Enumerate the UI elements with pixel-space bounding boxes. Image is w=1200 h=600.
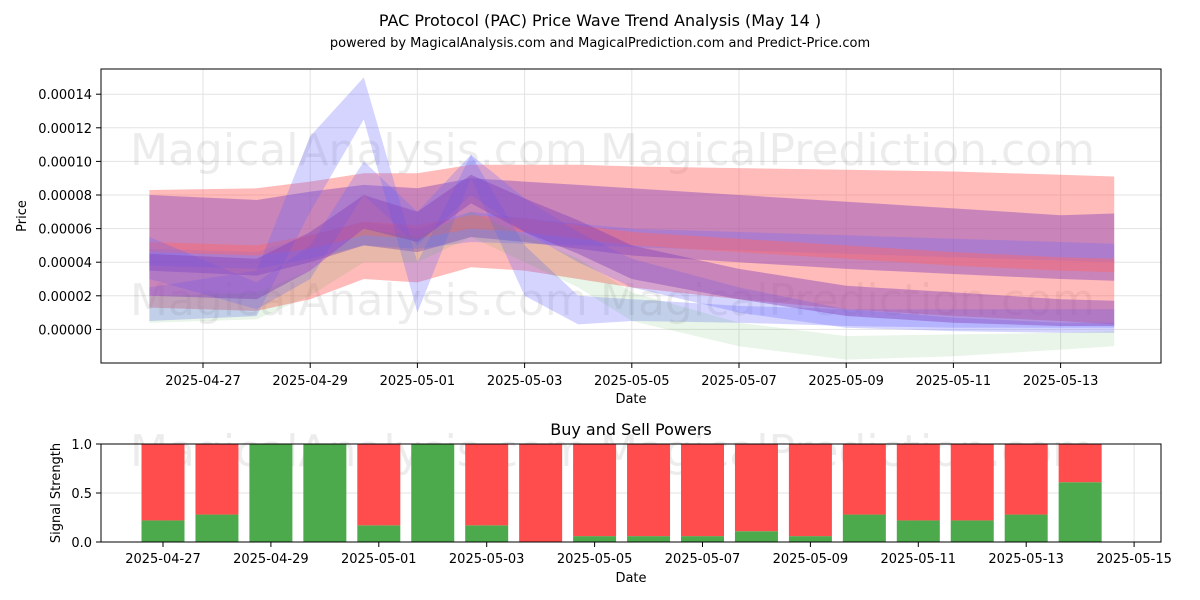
price-x-tick-label: 2025-05-11	[916, 374, 992, 389]
watermark-analysis-2: MagicalAnalysis.com	[130, 275, 588, 326]
price-plot-frame	[100, 68, 1162, 364]
sell-bar	[357, 444, 401, 526]
price-bands	[149, 77, 1115, 360]
price-band-blue-4	[149, 154, 1115, 333]
price-y-axis-label: Price	[15, 200, 30, 232]
buy-bar	[195, 514, 239, 542]
watermark-prediction-2: MagicalPrediction.com	[600, 275, 1095, 326]
price-band-purple-7	[149, 174, 1115, 326]
buy-bar	[627, 536, 671, 542]
price-band-green-6	[149, 211, 1115, 360]
buy-sell-x-tick-label: 2025-04-29	[233, 552, 309, 567]
price-band-purple-1	[149, 178, 1115, 281]
price-band-blue-2	[149, 211, 1115, 269]
sell-bar	[950, 444, 994, 521]
buy-bar	[950, 520, 994, 542]
price-x-tick-label: 2025-04-29	[272, 374, 348, 389]
sell-bar	[141, 444, 185, 521]
sell-bar	[1058, 444, 1102, 483]
price-x-ticks: 2025-04-27 2025-04-29 2025-05-01 2025-05-03…	[165, 363, 1098, 389]
price-x-tick-label: 2025-05-03	[487, 374, 563, 389]
buy-sell-x-tick-label: 2025-05-13	[988, 552, 1064, 567]
price-y-tick-label: 0.00000	[38, 323, 92, 338]
sell-bar	[627, 444, 671, 537]
sell-bar	[842, 444, 886, 515]
buy-bar	[465, 525, 509, 542]
buy-sell-x-tick-label: 2025-05-15	[1096, 552, 1172, 567]
price-y-tick-label: 0.00008	[38, 189, 92, 204]
buy-sell-x-tick-label: 2025-05-01	[341, 552, 417, 567]
price-x-tick-label: 2025-05-01	[380, 374, 456, 389]
buy-bar	[681, 536, 724, 542]
buy-bar	[249, 444, 293, 542]
buy-bar	[1058, 482, 1102, 542]
buy-sell-x-tick-label: 2025-05-03	[449, 552, 525, 567]
buy-sell-title: Buy and Sell Powers	[550, 420, 712, 439]
buy-sell-x-tick-label: 2025-04-27	[125, 552, 201, 567]
buy-sell-x-tick-label: 2025-05-11	[881, 552, 957, 567]
buy-sell-y-tick-label: 0.0	[71, 536, 92, 551]
price-band-red-3	[149, 215, 1115, 273]
price-wave-plot: MagicalAnalysis.com MagicalPrediction.co…	[15, 68, 1162, 407]
price-x-axis-label: Date	[615, 392, 646, 407]
price-x-tick-label: 2025-04-27	[165, 374, 241, 389]
buy-bar	[573, 536, 617, 542]
price-x-tick-label: 2025-05-07	[701, 374, 777, 389]
watermark-prediction-1: MagicalPrediction.com	[600, 125, 1095, 176]
buy-bar	[896, 520, 940, 542]
buy-sell-y-tick-label: 0.5	[71, 487, 92, 502]
price-y-tick-label: 0.00004	[38, 256, 92, 271]
watermark-analysis-1: MagicalAnalysis.com	[130, 125, 588, 176]
buy-sell-bars	[141, 444, 1102, 542]
buy-sell-x-axis-label: Date	[615, 571, 646, 586]
buy-sell-x-tick-label: 2025-05-05	[557, 552, 633, 567]
buy-bar	[357, 525, 401, 542]
sell-bar	[896, 444, 940, 521]
buy-bar	[141, 520, 185, 542]
buy-sell-y-ticks: 0.0 0.5 1.0	[71, 438, 101, 551]
price-band-blue-5	[149, 77, 1115, 328]
sell-bar	[788, 444, 832, 537]
sell-bar	[1004, 444, 1048, 515]
sell-bar	[573, 444, 617, 537]
sell-bar	[734, 444, 778, 532]
buy-sell-x-tick-label: 2025-05-07	[665, 552, 741, 567]
buy-bar	[788, 536, 832, 542]
buy-sell-y-axis-label: Signal Strength	[49, 443, 64, 543]
price-y-tick-label: 0.00010	[38, 155, 92, 170]
buy-bar	[411, 444, 455, 542]
price-grid	[101, 69, 1161, 363]
chart-subtitle: powered by MagicalAnalysis.com and Magic…	[330, 36, 870, 51]
price-y-tick-label: 0.00006	[38, 223, 92, 238]
buy-bar	[1004, 514, 1048, 542]
chart-title: PAC Protocol (PAC) Price Wave Trend Anal…	[379, 11, 821, 30]
buy-bar	[734, 531, 778, 542]
buy-sell-plot: Buy and Sell Powers MagicalAnalysis.com …	[49, 420, 1172, 586]
sell-bar	[519, 444, 563, 542]
buy-sell-x-ticks: 2025-04-27 2025-04-29 2025-05-01 2025-05-03…	[125, 542, 1172, 567]
price-y-ticks: 0.00000 0.00002 0.00004 0.00006 0.00008 0.000…	[38, 88, 101, 338]
price-band-red-0	[149, 164, 1115, 325]
buy-bar	[842, 514, 886, 542]
buy-sell-y-tick-label: 1.0	[71, 438, 92, 453]
price-y-tick-label: 0.00014	[38, 88, 92, 103]
price-y-tick-label: 0.00012	[38, 122, 92, 137]
price-x-tick-label: 2025-05-05	[594, 374, 670, 389]
buy-sell-x-tick-label: 2025-05-09	[773, 552, 849, 567]
buy-bar	[303, 444, 347, 542]
sell-bar	[681, 444, 724, 537]
sell-bar	[465, 444, 509, 526]
price-x-tick-label: 2025-05-13	[1023, 374, 1099, 389]
price-x-tick-label: 2025-05-09	[808, 374, 884, 389]
sell-bar	[195, 444, 239, 515]
price-y-tick-label: 0.00002	[38, 290, 92, 305]
